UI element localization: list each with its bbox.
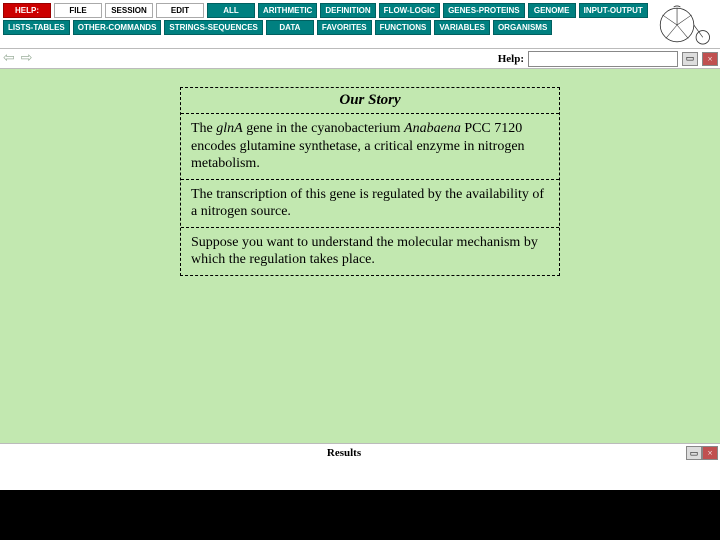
content-pane: Our Story The glnA gene in the cyanobact… bbox=[0, 69, 720, 443]
toolbar-row-2: LISTS-TABLESOTHER-COMMANDSSTRINGS-SEQUEN… bbox=[3, 20, 653, 35]
other-commands-button[interactable]: OTHER-COMMANDS bbox=[73, 20, 162, 35]
help-input[interactable] bbox=[528, 51, 678, 67]
lists-tables-button[interactable]: LISTS-TABLES bbox=[3, 20, 70, 35]
story-title: Our Story bbox=[181, 88, 559, 114]
toolbar-row-1: HELP:FILESESSIONEDITALLARITHMETICDEFINIT… bbox=[3, 3, 653, 18]
toolbar: HELP:FILESESSIONEDITALLARITHMETICDEFINIT… bbox=[0, 0, 720, 49]
results-close-button[interactable]: × bbox=[702, 446, 718, 460]
input-output-button[interactable]: INPUT-OUTPUT bbox=[579, 3, 648, 18]
session-menu[interactable]: SESSION bbox=[105, 3, 153, 18]
close-button[interactable]: × bbox=[702, 52, 718, 66]
toolbar-rows: HELP:FILESESSIONEDITALLARITHMETICDEFINIT… bbox=[0, 0, 656, 48]
results-label: Results bbox=[2, 447, 686, 459]
results-pane bbox=[0, 462, 720, 490]
arithmetic-button[interactable]: ARITHMETIC bbox=[258, 3, 317, 18]
definition-button[interactable]: DEFINITION bbox=[320, 3, 375, 18]
organisms-button[interactable]: ORGANISMS bbox=[493, 20, 552, 35]
help-button[interactable]: HELP: bbox=[3, 3, 51, 18]
back-button[interactable]: ⇦ bbox=[2, 50, 16, 67]
data-button[interactable]: DATA bbox=[266, 20, 314, 35]
story-paragraph: The glnA gene in the cyanobacterium Anab… bbox=[181, 114, 559, 180]
strings-sequences-button[interactable]: STRINGS-SEQUENCES bbox=[164, 20, 262, 35]
results-bar: Results ▭ × bbox=[0, 443, 720, 462]
variables-button[interactable]: VARIABLES bbox=[434, 20, 490, 35]
functions-button[interactable]: FUNCTIONS bbox=[375, 20, 432, 35]
help-label: Help: bbox=[498, 53, 524, 65]
mid-bar: ⇦ ⇨ Help: ▭ × bbox=[0, 49, 720, 69]
story-paragraph: The transcription of this gene is regula… bbox=[181, 180, 559, 228]
logo bbox=[656, 0, 720, 48]
all-button[interactable]: ALL bbox=[207, 3, 255, 18]
expand-button[interactable]: ▭ bbox=[682, 52, 698, 66]
flow-logic-button[interactable]: FLOW-LOGIC bbox=[379, 3, 440, 18]
favorites-button[interactable]: FAVORITES bbox=[317, 20, 372, 35]
story-box: Our Story The glnA gene in the cyanobact… bbox=[180, 87, 560, 276]
genome-button[interactable]: GENOME bbox=[528, 3, 576, 18]
story-paragraph: Suppose you want to understand the molec… bbox=[181, 228, 559, 275]
edit-menu[interactable]: EDIT bbox=[156, 3, 204, 18]
bicycle-icon bbox=[658, 2, 714, 48]
file-menu[interactable]: FILE bbox=[54, 3, 102, 18]
app-window: HELP:FILESESSIONEDITALLARITHMETICDEFINIT… bbox=[0, 0, 720, 490]
genes-proteins-button[interactable]: GENES-PROTEINS bbox=[443, 3, 525, 18]
results-expand-button[interactable]: ▭ bbox=[686, 446, 702, 460]
forward-button[interactable]: ⇨ bbox=[20, 50, 34, 67]
